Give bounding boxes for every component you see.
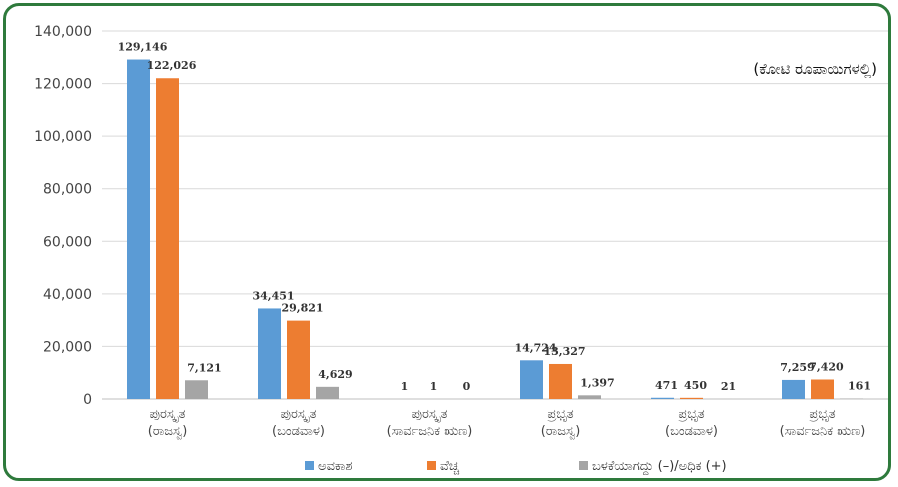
- y-tick-label: 140,000: [34, 24, 92, 40]
- legend-label: ವೆಚ್ಚ: [440, 459, 460, 475]
- x-tick-label: (ಬಂಡವಾಳ): [665, 424, 718, 439]
- x-tick-label: (ರಾಜಸ್ವ): [148, 424, 188, 439]
- data-label: 1,397: [580, 376, 614, 389]
- chart-frame: [3, 3, 891, 481]
- x-tick-label: (ಸಾರ್ವಜನಿಕ ಋಣ): [780, 424, 866, 439]
- bar: [185, 380, 208, 399]
- y-tick-label: 100,000: [34, 129, 92, 145]
- bar: [316, 386, 339, 399]
- data-label: 471: [655, 379, 678, 392]
- data-label: 129,146: [118, 41, 168, 54]
- legend: ಅವಕಾಶ ವೆಚ್ಚ ಬಳಕೆಯಾಗದ್ದು (–)/ಅಧಿಕ (+): [305, 459, 727, 475]
- bar: [127, 59, 150, 399]
- y-tick-label: 20,000: [43, 339, 92, 355]
- data-label: 14,724: [514, 341, 556, 354]
- data-label: 4,629: [318, 368, 352, 381]
- data-label: 34,451: [252, 289, 294, 302]
- bar: [578, 395, 601, 399]
- legend-swatch: [427, 461, 436, 470]
- legend-label: ಅವಕಾಶ: [318, 459, 352, 474]
- bar: [156, 78, 179, 399]
- bar: [287, 320, 310, 399]
- data-label: 7,121: [187, 361, 221, 374]
- bars: [127, 59, 863, 399]
- x-tick-label: (ರಾಜಸ್ವ): [541, 424, 581, 439]
- data-label: 122,026: [147, 59, 197, 72]
- y-tick-label: 40,000: [43, 287, 92, 303]
- bar: [680, 397, 703, 399]
- data-label: 7,420: [809, 360, 844, 373]
- bar: [651, 397, 674, 399]
- bar: [811, 379, 834, 399]
- bar: [520, 360, 543, 399]
- x-tick-label: ಪುರಸ್ಕೃತ: [280, 407, 316, 423]
- bar: [258, 308, 281, 399]
- legend-swatch: [305, 461, 314, 470]
- data-label: 7,259: [780, 361, 814, 374]
- data-label: 13,327: [543, 345, 585, 358]
- bar: [549, 363, 572, 399]
- data-label: 1: [430, 380, 438, 393]
- x-tick-label: (ಸಾರ್ವಜನಿಕ ಋಣ): [387, 424, 473, 439]
- x-tick-label: ಪ್ರಭೃತ: [678, 407, 705, 422]
- x-tick-label: (ಬಂಡವಾಳ): [272, 424, 325, 439]
- data-label: 0: [463, 380, 471, 393]
- y-tick-label: 60,000: [43, 234, 92, 250]
- y-axis: 0 20,000 40,000 60,000 80,000 100,000 120,000 1…: [34, 24, 92, 408]
- data-label: 450: [684, 379, 707, 392]
- data-label: 29,821: [281, 302, 323, 315]
- y-tick-label: 80,000: [43, 182, 92, 198]
- unit-note: (ಕೋಟಿ ರೂಪಾಯಿಗಳಲ್ಲಿ): [753, 60, 877, 78]
- data-label: 21: [721, 380, 736, 393]
- legend-label: ಬಳಕೆಯಾಗದ್ದು (–)/ಅಧಿಕ (+): [592, 459, 727, 475]
- x-tick-label: ಪ್ರಭೃತ: [547, 407, 574, 422]
- data-label: 1: [401, 380, 409, 393]
- gridlines: [102, 30, 888, 400]
- x-tick-label: ಪುರಸ್ಕೃತ: [149, 407, 185, 423]
- y-tick-label: 120,000: [34, 77, 92, 93]
- x-tick-label: ಪ್ರಭೃತ: [809, 407, 836, 422]
- legend-swatch: [579, 461, 588, 470]
- bar: [782, 379, 805, 399]
- y-tick-label: 0: [83, 392, 92, 408]
- x-axis: ಪುರಸ್ಕೃತ(ರಾಜಸ್ವ)ಪುರಸ್ಕೃತ(ಬಂಡವಾಳ)ಪುರಸ್ಕೃತ…: [148, 407, 866, 439]
- data-label: 161: [848, 380, 871, 393]
- x-tick-label: ಪುರಸ್ಕೃತ: [411, 407, 447, 423]
